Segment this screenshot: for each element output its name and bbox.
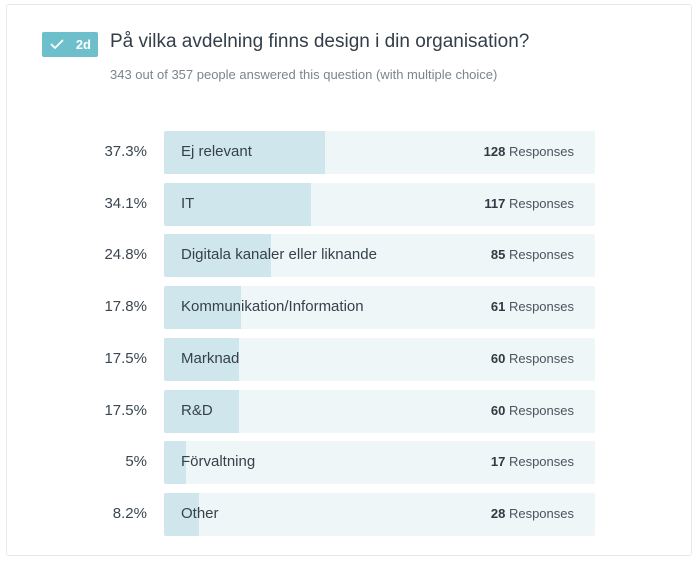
response-row: 34.1% IT 117 Responses	[7, 182, 693, 226]
bar-fill	[164, 286, 241, 330]
bar-fill	[164, 131, 325, 174]
response-row: 37.3% Ej relevant 128 Responses	[7, 131, 693, 174]
bar-fill	[164, 337, 240, 381]
responses-suffix: Responses	[505, 350, 574, 366]
category-label: Other	[181, 504, 219, 522]
response-number: 61	[490, 299, 506, 315]
bar-fill	[164, 441, 186, 485]
bar-fill	[164, 234, 271, 278]
response-row: 17.8% Kommunikation/Information 61 Respons…	[7, 286, 693, 330]
question-card: 2d På vilka avdelning finns design i din…	[6, 4, 692, 556]
responses-suffix: Responses	[505, 454, 574, 470]
answer-count: 343 out of 357 people answered this ques…	[110, 67, 498, 82]
bar-track: Förvaltning 17 Responses	[164, 441, 595, 485]
responses-suffix: Responses	[505, 299, 574, 315]
response-count: 117 Responses	[484, 196, 574, 211]
category-label: Ej relevant	[181, 143, 252, 160]
response-row: 17.5% Marknad 60 Responses	[7, 337, 693, 381]
response-count: 60 Responses	[491, 403, 574, 418]
responses-suffix: Responses	[505, 402, 574, 418]
response-number: 17	[490, 454, 506, 470]
percent-label: 24.8%	[104, 246, 147, 264]
bar-track: Other 28 Responses	[164, 492, 595, 536]
question-number: 2d	[75, 37, 91, 52]
bar-track: Ej relevant 128 Responses	[164, 131, 595, 174]
category-label: IT	[181, 194, 195, 212]
bar-track: Digitala kanaler eller liknande 85 Respon…	[164, 234, 595, 278]
bar-track: Marknad 60 Responses	[164, 337, 595, 381]
response-number: 117	[484, 195, 506, 211]
responses-suffix: Responses	[505, 505, 574, 521]
answered-badge: 2d	[42, 32, 98, 57]
bar-track: R&D 60 Responses	[164, 389, 595, 433]
responses-suffix: Responses	[505, 195, 574, 211]
bar-track: Kommunikation/Information 61 Responses	[164, 286, 595, 330]
category-label: Förvaltning	[181, 453, 256, 471]
percent-label: 17.8%	[104, 298, 147, 316]
check-icon	[50, 39, 64, 49]
response-number: 128	[483, 144, 506, 159]
response-number: 85	[490, 247, 506, 263]
response-row: 5% Förvaltning 17 Responses	[7, 441, 693, 485]
percent-label: 8.2%	[112, 504, 147, 522]
response-count: 61 Responses	[491, 299, 574, 314]
question-title: På vilka avdelning finns design i din or…	[110, 31, 530, 52]
bar-fill	[164, 492, 200, 536]
category-label: Digitala kanaler eller liknande	[181, 246, 377, 264]
response-count: 17 Responses	[491, 454, 574, 469]
response-row: 24.8% Digitala kanaler eller liknande 85 R…	[7, 234, 693, 278]
response-count: 85 Responses	[491, 247, 574, 262]
bar-fill	[164, 182, 311, 226]
percent-label: 5%	[125, 453, 147, 471]
response-count: 60 Responses	[491, 351, 574, 366]
response-row: 8.2% Other 28 Responses	[7, 492, 693, 536]
bar-fill	[164, 389, 240, 433]
responses-suffix: Responses	[505, 247, 574, 263]
response-count: 28 Responses	[491, 506, 574, 521]
response-number: 60	[490, 350, 506, 366]
percent-label: 34.1%	[104, 194, 147, 212]
category-label: R&D	[181, 401, 213, 419]
response-number: 28	[490, 505, 506, 521]
response-count: 128 Responses	[484, 144, 574, 159]
percent-label: 37.3%	[104, 143, 147, 160]
percent-label: 17.5%	[104, 349, 147, 367]
response-row: 17.5% R&D 60 Responses	[7, 389, 693, 433]
responses-suffix: Responses	[505, 144, 574, 159]
category-label: Marknad	[181, 349, 240, 367]
bar-track: IT 117 Responses	[164, 182, 595, 226]
category-label: Kommunikation/Information	[181, 298, 364, 316]
percent-label: 17.5%	[104, 401, 147, 419]
response-number: 60	[490, 402, 506, 418]
